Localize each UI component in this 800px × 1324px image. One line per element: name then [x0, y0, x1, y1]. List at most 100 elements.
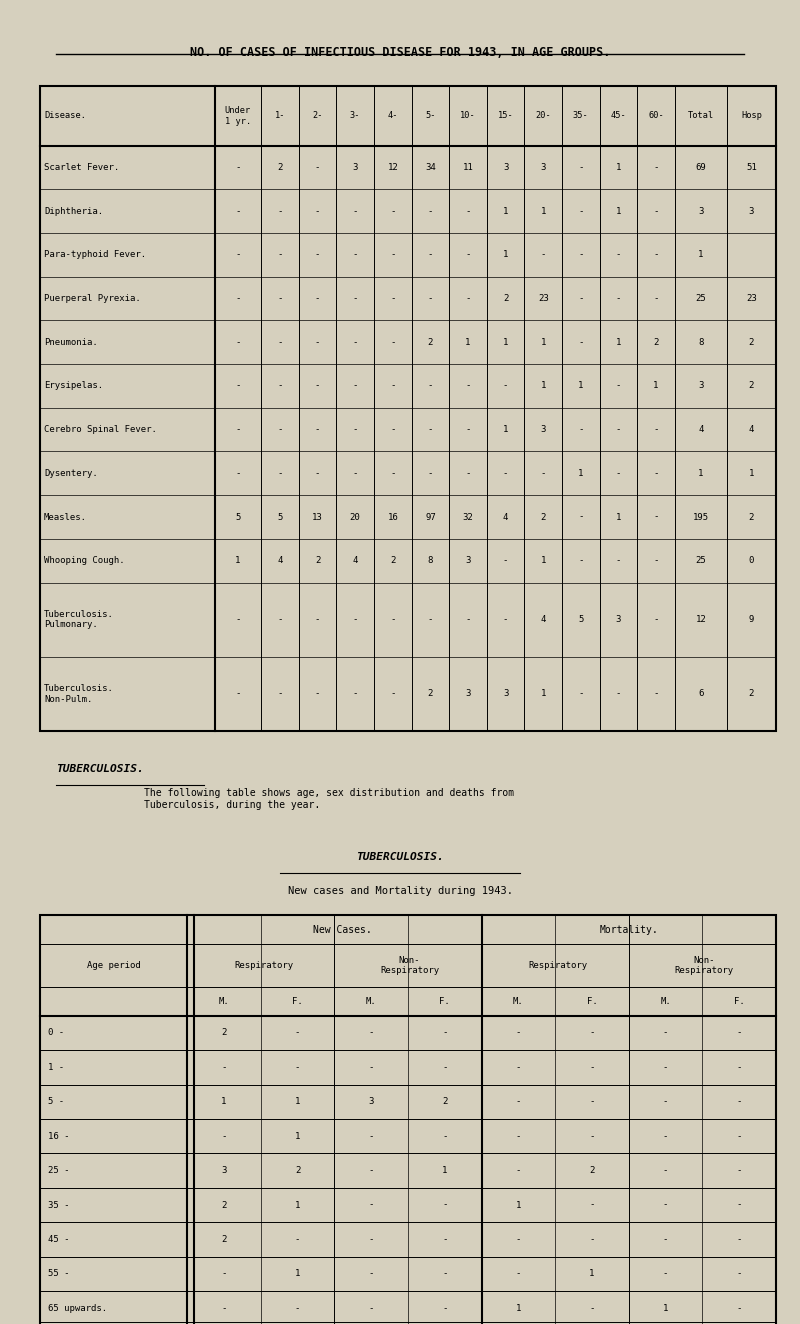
Text: The following table shows age, sex distribution and deaths from
Tuberculosis, du: The following table shows age, sex distr… [144, 788, 514, 810]
Text: -: - [295, 1235, 300, 1245]
Text: -: - [654, 294, 658, 303]
Text: -: - [442, 1029, 447, 1038]
Text: -: - [737, 1270, 742, 1279]
Text: 1: 1 [616, 338, 621, 347]
Text: Whooping Cough.: Whooping Cough. [44, 556, 125, 565]
Text: -: - [516, 1029, 521, 1038]
Text: -: - [503, 556, 508, 565]
Text: 20: 20 [350, 512, 361, 522]
Text: -: - [663, 1235, 668, 1245]
Text: -: - [222, 1304, 226, 1313]
Text: 2-: 2- [312, 111, 323, 120]
Text: -: - [737, 1166, 742, 1176]
Text: 25: 25 [695, 556, 706, 565]
Text: -: - [369, 1063, 374, 1072]
Text: -: - [353, 690, 358, 699]
Text: 3: 3 [541, 163, 546, 172]
Text: -: - [315, 207, 320, 216]
Text: -: - [578, 207, 583, 216]
Text: 2: 2 [749, 690, 754, 699]
Text: Tuberculosis.
Pulmonary.: Tuberculosis. Pulmonary. [44, 610, 114, 629]
Text: 1: 1 [654, 381, 658, 391]
Text: Respiratory: Respiratory [234, 961, 294, 970]
Text: 1 -: 1 - [48, 1063, 64, 1072]
Text: 0: 0 [749, 556, 754, 565]
Text: -: - [466, 250, 470, 260]
Text: -: - [466, 207, 470, 216]
Text: -: - [295, 1063, 300, 1072]
Text: -: - [516, 1270, 521, 1279]
Text: -: - [353, 381, 358, 391]
Text: -: - [353, 425, 358, 434]
Text: 4-: 4- [387, 111, 398, 120]
Text: -: - [369, 1132, 374, 1141]
Text: -: - [442, 1270, 447, 1279]
Text: -: - [590, 1029, 594, 1038]
Text: -: - [428, 294, 433, 303]
Text: -: - [466, 469, 470, 478]
Text: -: - [353, 294, 358, 303]
Text: -: - [737, 1201, 742, 1210]
Text: -: - [737, 1304, 742, 1313]
Text: 1: 1 [295, 1201, 300, 1210]
Text: 5: 5 [278, 512, 282, 522]
Text: Puerperal Pyrexia.: Puerperal Pyrexia. [44, 294, 141, 303]
Text: Diphtheria.: Diphtheria. [44, 207, 103, 216]
Text: -: - [466, 425, 470, 434]
Text: -: - [315, 294, 320, 303]
Text: -: - [466, 381, 470, 391]
Text: -: - [516, 1063, 521, 1072]
Text: -: - [590, 1304, 594, 1313]
Text: -: - [516, 1235, 521, 1245]
Text: -: - [278, 381, 282, 391]
Text: -: - [428, 616, 433, 624]
Text: 1: 1 [516, 1201, 521, 1210]
Text: 2: 2 [428, 338, 433, 347]
Text: 3: 3 [353, 163, 358, 172]
Text: Respiratory: Respiratory [529, 961, 588, 970]
Text: 3: 3 [503, 163, 508, 172]
Text: 2: 2 [222, 1029, 226, 1038]
Text: New Cases.: New Cases. [313, 924, 372, 935]
Text: -: - [222, 1132, 226, 1141]
Text: 3: 3 [541, 425, 546, 434]
Text: 11: 11 [462, 163, 474, 172]
Text: 45-: 45- [610, 111, 626, 120]
Text: -: - [369, 1166, 374, 1176]
Text: -: - [654, 512, 658, 522]
Text: F.: F. [586, 997, 598, 1006]
Text: 0 -: 0 - [48, 1029, 64, 1038]
Text: -: - [278, 425, 282, 434]
Text: -: - [353, 207, 358, 216]
Text: -: - [654, 616, 658, 624]
Text: -: - [369, 1304, 374, 1313]
Text: -: - [654, 425, 658, 434]
Text: 2: 2 [278, 163, 282, 172]
Text: -: - [503, 381, 508, 391]
Text: -: - [235, 381, 241, 391]
Text: -: - [578, 512, 583, 522]
Text: M.: M. [218, 997, 230, 1006]
Text: -: - [654, 250, 658, 260]
Text: -: - [315, 469, 320, 478]
Text: 97: 97 [425, 512, 436, 522]
Text: -: - [654, 207, 658, 216]
Text: 8: 8 [428, 556, 433, 565]
Text: -: - [428, 250, 433, 260]
Text: 5-: 5- [425, 111, 436, 120]
Text: TUBERCULOSIS.: TUBERCULOSIS. [56, 764, 144, 775]
Text: 1: 1 [503, 425, 508, 434]
Text: 3: 3 [749, 207, 754, 216]
Text: -: - [578, 338, 583, 347]
Text: -: - [428, 469, 433, 478]
Text: -: - [578, 556, 583, 565]
Text: -: - [222, 1063, 226, 1072]
Text: -: - [390, 207, 395, 216]
Text: 1-: 1- [274, 111, 286, 120]
Text: Under
1 yr.: Under 1 yr. [225, 106, 251, 126]
Text: 55 -: 55 - [48, 1270, 70, 1279]
Text: -: - [235, 690, 241, 699]
Text: 51: 51 [746, 163, 757, 172]
Text: Pneumonia.: Pneumonia. [44, 338, 98, 347]
Text: 1: 1 [698, 250, 703, 260]
